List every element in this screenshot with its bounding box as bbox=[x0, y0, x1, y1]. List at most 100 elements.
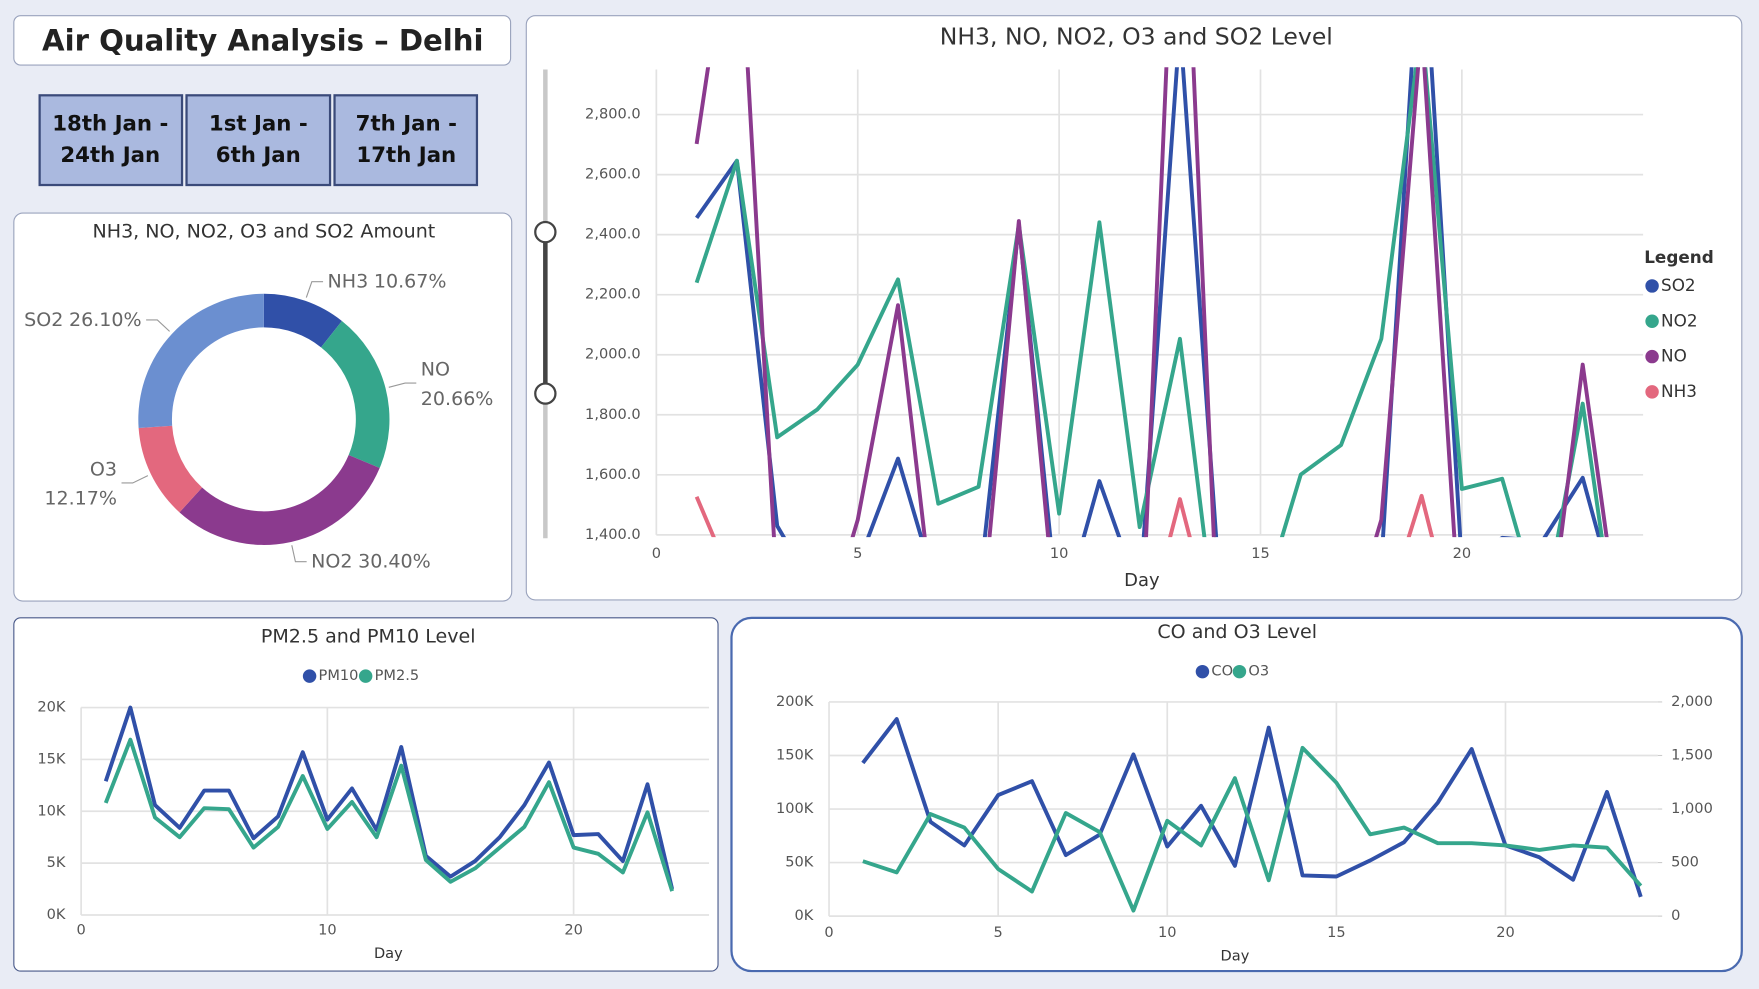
y-tick-label: 0K bbox=[795, 907, 814, 924]
slice-value: 30.40% bbox=[358, 550, 431, 572]
range-slider[interactable] bbox=[534, 69, 557, 539]
slice-value: 26.10% bbox=[69, 308, 142, 330]
y-tick-label: 2,000.0 bbox=[585, 346, 641, 363]
series-line bbox=[694, 67, 1604, 538]
y-tick-label: 2,800.0 bbox=[585, 106, 641, 123]
x-tick-label: 5 bbox=[994, 924, 1003, 941]
y-tick-label: 150K bbox=[776, 746, 814, 763]
button-label[interactable]: 7th Jan - bbox=[356, 111, 457, 136]
x-tick-label: 0 bbox=[652, 545, 661, 562]
legend-marker bbox=[1645, 349, 1659, 364]
slice-value: 20.66% bbox=[421, 387, 494, 409]
panel bbox=[13, 617, 719, 972]
x-tick-label: 10 bbox=[318, 922, 337, 939]
legend-label: PM2.5 bbox=[375, 667, 420, 684]
x-axis-label: Day bbox=[374, 945, 403, 962]
legend-marker bbox=[302, 669, 317, 683]
y-tick-label: 1,800.0 bbox=[585, 406, 641, 423]
legend-label: PM10 bbox=[319, 667, 359, 684]
slice-label: O3 12.17% bbox=[44, 458, 117, 509]
y-tick-label: 10K bbox=[37, 802, 66, 819]
series-line bbox=[103, 705, 675, 890]
chart-title: PM2.5 and PM10 Level bbox=[261, 625, 476, 647]
legend-marker bbox=[1645, 314, 1659, 328]
x-tick-label: 10 bbox=[1158, 924, 1177, 941]
series-line bbox=[862, 745, 1643, 913]
legend-marker bbox=[1195, 664, 1210, 679]
slice-label: NO 20.66% bbox=[421, 358, 494, 409]
legend-label: O3 bbox=[1248, 663, 1269, 680]
legend-label: CO bbox=[1211, 663, 1233, 680]
leader-line bbox=[121, 475, 149, 484]
slice-value: 10.67% bbox=[374, 270, 447, 292]
y-tick-label: 2,400.0 bbox=[585, 226, 641, 243]
x-tick-label: 20 bbox=[564, 922, 583, 939]
series-line bbox=[695, 67, 1601, 538]
button-label[interactable]: 1st Jan - bbox=[209, 111, 308, 136]
chart-title: NH3, NO, NO2, O3 and SO2 Level bbox=[940, 23, 1333, 51]
button-label[interactable]: 17th Jan bbox=[356, 143, 456, 168]
donut-slice bbox=[263, 293, 342, 348]
date-button[interactable] bbox=[185, 94, 332, 187]
x-tick-label: 0 bbox=[824, 924, 833, 941]
y-tick-label: 2,600.0 bbox=[585, 166, 641, 183]
y-tick-label: 20K bbox=[37, 699, 66, 716]
series-line bbox=[694, 67, 1609, 538]
legend-marker bbox=[1232, 664, 1247, 679]
chart-title: NH3, NO, NO2, O3 and SO2 Amount bbox=[93, 221, 436, 243]
legend-marker bbox=[1645, 279, 1659, 293]
slice-label: NH3 10.67% bbox=[328, 270, 447, 292]
panel bbox=[730, 616, 1743, 973]
x-tick-label: 0 bbox=[76, 922, 85, 939]
y-tick-label: 100K bbox=[776, 800, 814, 817]
leader-line bbox=[388, 382, 417, 388]
slice-category: NO2 bbox=[311, 550, 352, 572]
y-tick-label: 1,600.0 bbox=[585, 466, 641, 483]
button-label[interactable]: 24th Jan bbox=[60, 143, 160, 168]
leader-line bbox=[305, 281, 324, 298]
legend-title: Legend bbox=[1644, 247, 1714, 267]
y2-tick-label: 500 bbox=[1671, 854, 1699, 871]
legend-marker bbox=[358, 669, 373, 683]
leader-line bbox=[146, 319, 171, 332]
y-tick-label: 50K bbox=[785, 854, 814, 871]
donut-slice bbox=[138, 425, 203, 513]
legend-label: NO bbox=[1661, 346, 1687, 366]
x-tick-label: 10 bbox=[1050, 545, 1069, 562]
donut-slice bbox=[138, 293, 264, 429]
legend-label: NH3 bbox=[1661, 381, 1697, 401]
donut-slice bbox=[179, 454, 380, 545]
y-tick-label: 200K bbox=[776, 693, 814, 710]
legend-marker bbox=[1645, 385, 1659, 399]
y2-tick-label: 1,000 bbox=[1671, 800, 1713, 817]
slider-handle[interactable] bbox=[534, 220, 557, 244]
date-button[interactable] bbox=[333, 94, 479, 187]
slider-handle[interactable] bbox=[534, 382, 557, 405]
title-box bbox=[13, 15, 512, 66]
date-button[interactable] bbox=[38, 94, 184, 187]
x-tick-label: 15 bbox=[1251, 545, 1270, 562]
slice-category: SO2 bbox=[24, 308, 63, 330]
slice-label: SO2 26.10% bbox=[24, 308, 141, 330]
slice-category: NH3 bbox=[328, 270, 369, 292]
slice-label: NO2 30.40% bbox=[311, 550, 431, 572]
x-tick-label: 5 bbox=[853, 545, 862, 562]
y-tick-label: 0K bbox=[47, 906, 66, 923]
y-tick-label: 5K bbox=[47, 854, 66, 871]
x-tick-label: 20 bbox=[1453, 545, 1472, 562]
series-line bbox=[103, 737, 674, 892]
y2-tick-label: 0 bbox=[1671, 907, 1680, 924]
y-tick-label: 15K bbox=[37, 750, 66, 767]
legend-label: NO2 bbox=[1661, 310, 1697, 330]
donut-slice bbox=[321, 320, 390, 469]
y-tick-label: 2,200.0 bbox=[585, 286, 641, 303]
x-tick-label: 15 bbox=[1327, 924, 1346, 941]
button-label[interactable]: 6th Jan bbox=[216, 143, 301, 168]
x-axis-label: Day bbox=[1221, 947, 1250, 964]
date-buttons: 18th Jan - 24th Jan 1st Jan - 6th Jan 7t… bbox=[38, 94, 479, 187]
legend-label: SO2 bbox=[1661, 275, 1696, 295]
button-label[interactable]: 18th Jan - bbox=[52, 111, 168, 136]
x-tick-label: 20 bbox=[1496, 924, 1515, 941]
dashboard-title: Air Quality Analysis – Delhi bbox=[42, 24, 483, 58]
slice-category: O3 bbox=[90, 458, 117, 480]
